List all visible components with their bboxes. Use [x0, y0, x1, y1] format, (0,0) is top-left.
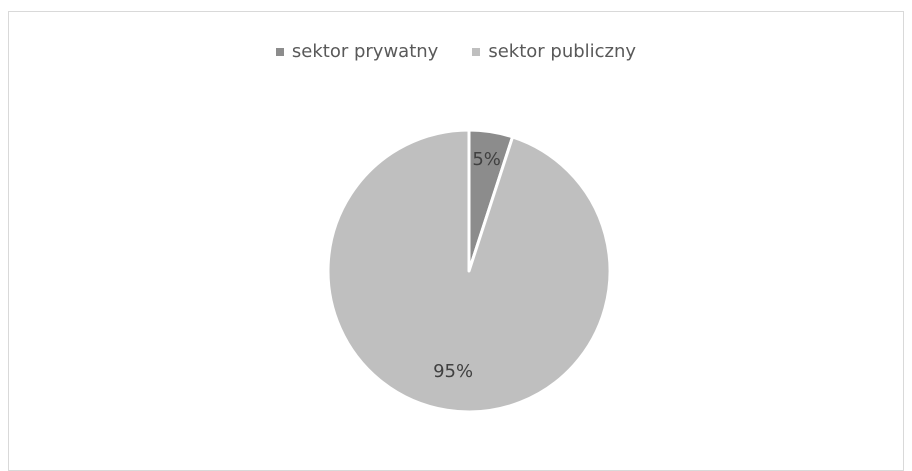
data-label-sektor-prywatny: 5% [472, 149, 501, 170]
legend-swatch-sektor-publiczny [472, 47, 481, 56]
legend-swatch-sektor-prywatny [275, 47, 284, 56]
legend-item-sektor-prywatny: sektor prywatny [275, 41, 439, 62]
legend-item-sektor-publiczny: sektor publiczny [472, 41, 636, 62]
legend: sektor prywatny sektor publiczny [9, 41, 903, 62]
legend-label-sektor-publiczny: sektor publiczny [488, 41, 637, 62]
pie-slice-sektor-publiczny [326, 128, 612, 414]
legend-label-sektor-prywatny: sektor prywatny [291, 41, 439, 62]
data-label-sektor-publiczny: 95% [433, 361, 473, 382]
